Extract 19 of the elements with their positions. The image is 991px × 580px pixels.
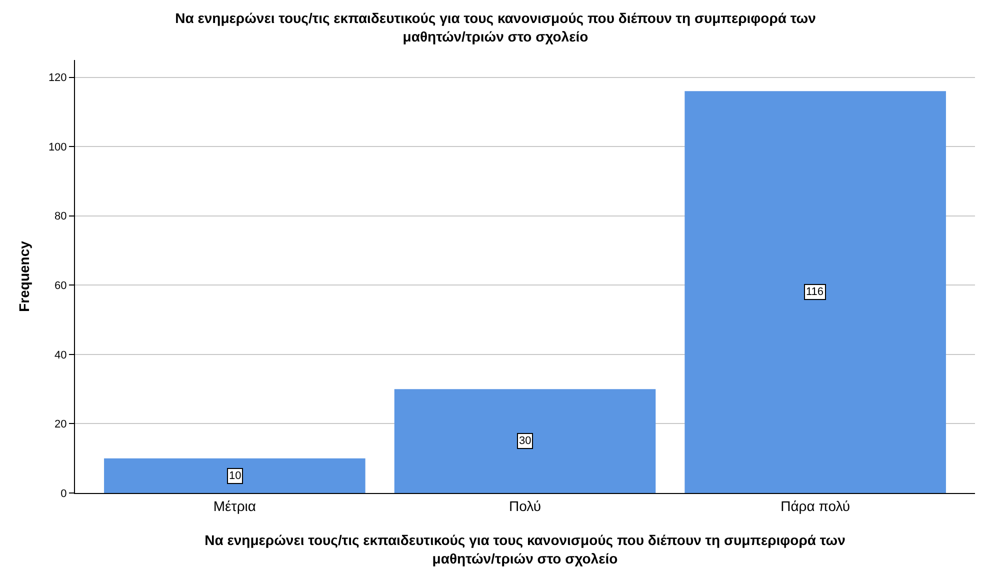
y-tick-label: 80 [54,210,67,223]
chart-title: Να ενημερώνει τους/τις εκπαιδευτικούς για τους κανονισμούς που διέπουν τη συμπεριφορά των μαθητών/τριών στο σχολείο [175,10,816,44]
y-tick-label: 20 [54,418,67,431]
y-tick-label: 60 [54,280,67,292]
y-tick-label: 120 [48,72,67,84]
data-label: 116 [806,286,824,298]
y-tick-label: 40 [54,349,67,362]
y-tick-label: 100 [48,141,67,154]
x-tick-label: Πάρα πολύ [780,498,850,514]
y-axis-title: Frequency [16,240,32,312]
data-label: 30 [519,435,532,447]
x-tick-label: Μέτρια [213,498,256,514]
data-label: 10 [229,470,242,482]
y-tick-label: 0 [60,488,67,500]
x-tick-label: Πολύ [509,498,541,514]
x-axis-title: Να ενημερώνει τους/τις εκπαιδευτικούς για τους κανονισμούς που διέπουν τη συμπεριφορά των μαθητών/τριών στο σχολείο [204,532,846,566]
bar [104,458,366,493]
bar [684,91,946,493]
bar [394,389,656,493]
